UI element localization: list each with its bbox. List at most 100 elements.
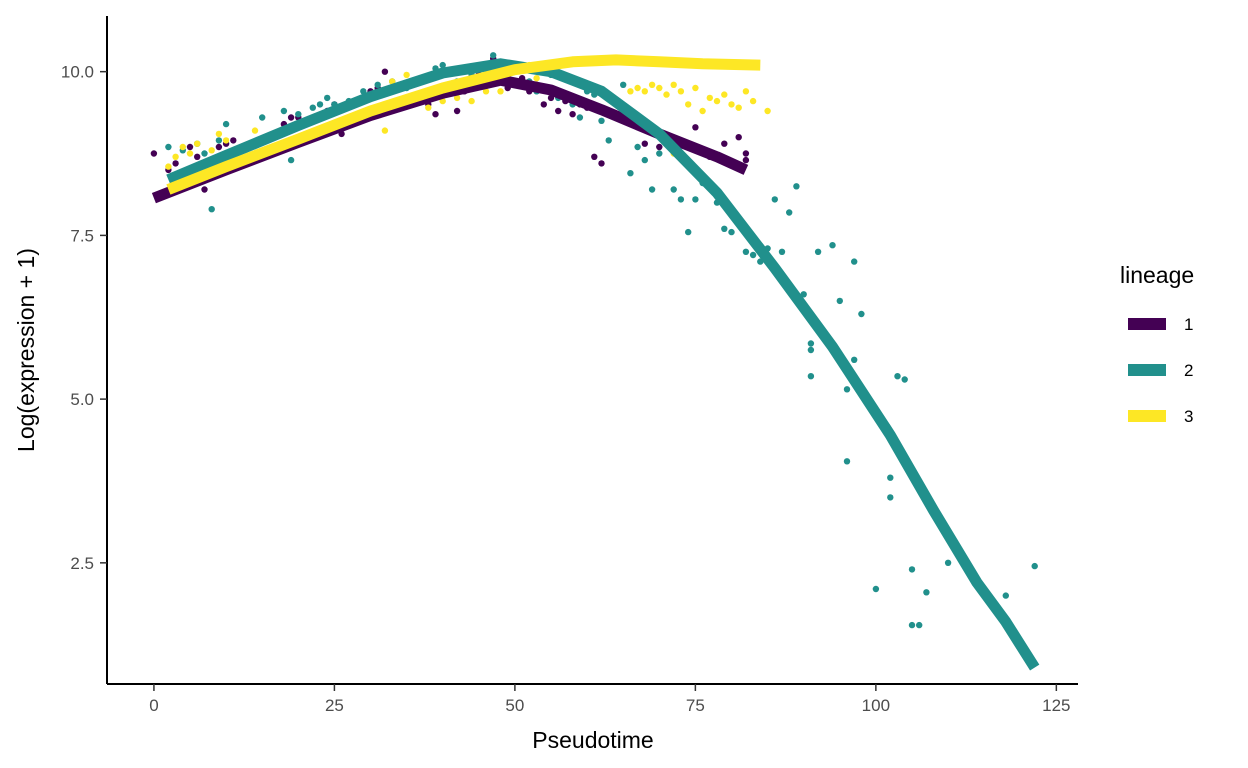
point-lineage-2-85	[944, 559, 952, 566]
point-lineage-2-35	[576, 114, 584, 121]
point-lineage-1-49	[692, 124, 699, 131]
legend-label-1: 1	[1184, 315, 1193, 334]
point-lineage-1-45	[598, 160, 605, 167]
point-lineage-2-13	[324, 94, 331, 102]
point-lineage-3-37	[699, 107, 706, 115]
point-lineage-3-7	[222, 137, 230, 144]
point-lineage-2-60	[771, 196, 778, 203]
point-lineage-3-21	[468, 97, 475, 105]
point-lineage-2-9	[287, 156, 295, 164]
point-lineage-3-6	[215, 130, 223, 138]
point-lineage-2-46	[670, 186, 677, 193]
point-lineage-3-27	[627, 88, 634, 95]
point-lineage-2-3	[201, 150, 208, 157]
point-lineage-3-0	[165, 163, 172, 170]
point-lineage-2-8	[280, 107, 288, 115]
point-lineage-2-7	[259, 114, 266, 121]
point-lineage-2-82	[908, 621, 916, 629]
point-lineage-1-39	[555, 107, 562, 115]
point-lineage-3-3	[186, 150, 194, 157]
point-lineage-3-20	[453, 94, 461, 102]
point-lineage-3-2	[179, 143, 186, 151]
curve-lineage-3	[166, 54, 761, 195]
point-lineage-1-53	[742, 150, 750, 157]
point-lineage-1-54	[742, 156, 750, 164]
point-lineage-1-2	[172, 160, 179, 167]
point-lineage-1-7	[215, 143, 223, 151]
point-lineage-1-4	[194, 153, 201, 160]
point-lineage-2-66	[807, 346, 815, 354]
legend-entries: 1 2 3	[1128, 315, 1193, 426]
point-lineage-1-44	[591, 153, 598, 160]
point-lineage-3-40	[721, 91, 728, 98]
point-lineage-2-43	[641, 156, 648, 164]
point-lineage-2-81	[908, 566, 916, 573]
axes	[106, 16, 1078, 685]
point-lineage-2-65	[807, 340, 815, 347]
legend-key-2	[1128, 364, 1166, 376]
point-lineage-3-31	[656, 84, 663, 92]
point-lineage-1-52	[735, 134, 742, 141]
x-tick-label-2: 50	[505, 696, 524, 715]
point-lineage-3-42	[735, 104, 742, 111]
x-tick-label-0: 0	[149, 696, 158, 715]
point-lineage-2-39	[605, 137, 612, 144]
point-lineage-3-44	[749, 97, 757, 105]
point-lineage-3-8	[251, 127, 259, 134]
point-lineage-2-87	[1031, 562, 1038, 570]
point-lineage-2-76	[872, 585, 880, 593]
point-lineage-2-4	[208, 206, 215, 213]
point-lineage-1-3	[186, 143, 194, 151]
point-lineage-2-61	[778, 248, 786, 255]
point-lineage-3-14	[381, 127, 389, 134]
point-lineage-3-26	[533, 75, 540, 82]
point-lineage-3-28	[634, 84, 641, 92]
point-lineage-2-53	[721, 225, 728, 232]
point-lineage-3-43	[742, 88, 750, 95]
x-tick-label-1: 25	[325, 696, 344, 715]
legend-label-2: 2	[1184, 361, 1193, 380]
point-lineage-2-45	[656, 150, 663, 157]
y-tick-label-0: 2.5	[70, 554, 94, 573]
point-lineage-2-86	[1002, 592, 1009, 599]
point-lineage-3-34	[677, 88, 685, 95]
point-lineage-1-51	[721, 140, 728, 147]
point-lineage-3-5	[208, 147, 215, 154]
point-lineage-2-17	[374, 81, 381, 89]
point-lineage-2-63	[793, 183, 800, 190]
point-lineage-3-38	[706, 94, 713, 102]
point-lineage-1-19	[381, 68, 389, 75]
point-lineage-2-77	[887, 474, 894, 481]
point-lineage-2-80	[901, 376, 908, 383]
point-lineage-2-23	[439, 61, 446, 69]
point-lineage-1-11	[287, 114, 295, 121]
point-lineage-3-36	[692, 84, 699, 92]
point-lineage-2-56	[742, 248, 750, 255]
point-lineage-3-16	[403, 71, 410, 79]
point-lineage-2-49	[692, 196, 699, 203]
point-lineage-2-41	[627, 170, 634, 177]
point-lineage-2-48	[685, 228, 692, 236]
point-lineage-2-73	[851, 258, 858, 265]
point-lineage-2-12	[316, 101, 324, 108]
point-lineage-1-9	[230, 137, 237, 144]
legend: lineage 1 2 3	[1120, 262, 1194, 426]
point-lineage-2-10	[295, 111, 302, 118]
point-lineage-2-67	[807, 373, 815, 380]
point-lineage-2-84	[923, 589, 930, 596]
point-lineage-1-47	[656, 143, 663, 151]
point-lineage-2-78	[887, 494, 894, 501]
curve-lineage-2	[166, 58, 1040, 671]
point-lineage-2-47	[677, 196, 685, 203]
point-lineage-2-71	[843, 386, 851, 393]
point-lineage-2-57	[749, 251, 757, 259]
point-lineage-3-35	[685, 101, 692, 108]
point-lineage-3-39	[713, 97, 721, 105]
point-lineage-3-1	[172, 153, 179, 160]
smoothed-curves	[151, 54, 1040, 671]
point-lineage-1-46	[641, 140, 648, 147]
point-lineage-2-40	[620, 81, 627, 89]
point-lineage-3-15	[389, 78, 396, 85]
point-lineage-3-29	[641, 88, 648, 95]
point-lineage-3-32	[663, 91, 670, 98]
